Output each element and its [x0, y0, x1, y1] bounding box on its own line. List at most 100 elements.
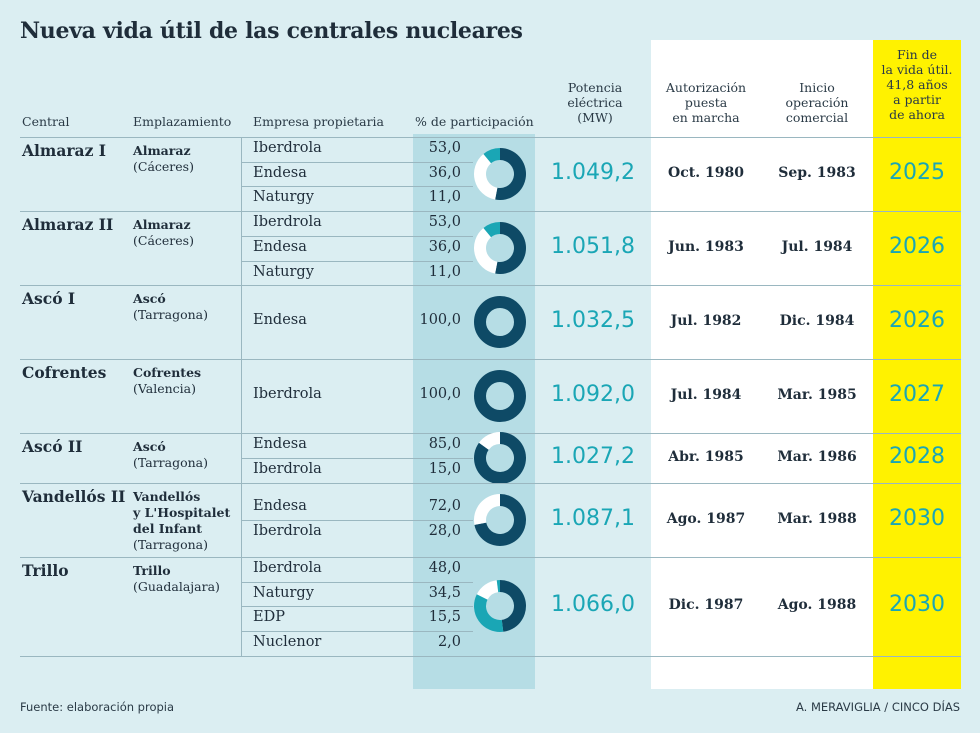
owner-percentage: 53,0	[428, 140, 461, 156]
header-inicio-line: operación	[785, 95, 849, 110]
electric-power: 1.087,1	[551, 505, 635, 531]
owner-percentage: 100,0	[419, 386, 461, 403]
header-autorizacion: Autorización puesta en marcha	[651, 80, 761, 125]
header-fin-line: la vida útil.	[881, 62, 953, 77]
donut-slice	[474, 432, 526, 485]
header-participacion: % de participación	[415, 114, 534, 129]
owner-percentage: 72,0	[428, 498, 461, 515]
header-autorizacion-line: Autorización	[665, 80, 747, 95]
location-name: del Infant	[133, 520, 203, 536]
owner-divider	[241, 519, 473, 521]
page-title: Nueva vida útil de las centrales nuclear…	[20, 18, 523, 44]
end-of-life-year: 2027	[889, 382, 945, 408]
central-name: Almaraz I	[22, 141, 107, 160]
end-of-life-year: 2030	[889, 505, 945, 531]
row-divider	[20, 137, 961, 138]
ownership-donut	[474, 222, 526, 275]
owner-percentage: 53,0	[428, 214, 461, 231]
authorization-date: Abr. 1985	[668, 449, 744, 466]
owner-divider	[241, 235, 473, 237]
header-central: Central	[22, 114, 70, 129]
location: Cofrentes (Valencia)	[133, 365, 201, 397]
location-name: Ascó	[133, 291, 166, 307]
location-name: y L'Hospitalet	[133, 504, 231, 520]
commercial-start-date: Mar. 1985	[777, 387, 857, 404]
column-divider	[241, 285, 242, 360]
commercial-start-date: Dic. 1984	[779, 313, 855, 330]
row-divider	[20, 285, 961, 287]
owner-name: Naturgy	[253, 263, 314, 280]
location-province: (Cáceres)	[133, 159, 194, 174]
commercial-start-date: Sep. 1983	[778, 165, 856, 182]
owner-percentage: 36,0	[428, 238, 461, 255]
owner-name: Iberdrola	[253, 559, 322, 576]
end-of-life-year: 2030	[889, 592, 945, 618]
header-autorizacion-line: puesta	[684, 95, 728, 110]
owner-name: Nuclenor	[253, 634, 322, 650]
location: Almaraz (Cáceres)	[133, 143, 194, 175]
donut-slice	[474, 370, 526, 423]
row-divider	[20, 211, 961, 213]
ownership-donut	[474, 432, 526, 485]
owner-name: Iberdrola	[253, 522, 322, 539]
ownership-donut	[474, 580, 527, 633]
header-fin: Fin de la vida útil. 41,8 años a partir …	[873, 47, 961, 122]
location: Almaraz (Cáceres)	[133, 217, 194, 249]
credit-note: A. MERAVIGLIA / CINCO DÍAS	[795, 700, 960, 714]
owner-name: Endesa	[253, 312, 307, 329]
authorization-date: Jul. 1982	[670, 313, 742, 330]
central-name: Ascó II	[22, 437, 83, 457]
dates-column-band	[651, 40, 873, 689]
header-potencia-line: (MW)	[577, 110, 613, 125]
owner-percentage: 34,5	[428, 584, 461, 601]
location-name: Cofrentes	[133, 365, 202, 381]
owner-divider	[241, 581, 473, 583]
donut-slice	[474, 228, 498, 274]
column-divider	[241, 556, 242, 656]
location-name: Almaraz	[133, 143, 191, 158]
owner-percentage: 2,0	[437, 634, 461, 650]
location-province: (Cáceres)	[133, 233, 194, 249]
owner-name: Iberdrola	[253, 386, 322, 403]
owner-name: Endesa	[253, 436, 307, 453]
owner-name: EDP	[253, 609, 285, 626]
authorization-date: Dic. 1987	[668, 597, 744, 614]
end-of-life-year: 2026	[889, 308, 945, 334]
owner-percentage: 48,0	[428, 559, 461, 576]
commercial-start-date: Ago. 1988	[777, 597, 857, 614]
donut-slice	[474, 493, 526, 546]
owner-percentage: 11,0	[428, 263, 461, 280]
row-divider	[20, 433, 961, 435]
header-potencia-line: Potencia	[567, 80, 623, 95]
column-divider	[241, 359, 242, 434]
owner-percentage: 85,0	[428, 436, 461, 453]
electric-power: 1.051,8	[551, 234, 635, 260]
owner-percentage: 11,0	[428, 189, 461, 206]
column-divider	[241, 433, 242, 483]
owner-name: Iberdrola	[253, 214, 322, 231]
location: Trillo (Guadalajara)	[133, 563, 220, 595]
donut-slice	[483, 148, 500, 164]
row-divider	[20, 655, 961, 657]
owner-divider	[241, 260, 473, 262]
header-potencia: Potencia eléctrica (MW)	[540, 80, 650, 125]
location-province: (Guadalajara)	[133, 578, 220, 594]
location-province: (Tarragona)	[133, 307, 209, 323]
owner-name: Naturgy	[253, 189, 314, 206]
owner-name: Endesa	[253, 238, 307, 255]
owner-percentage: 15,5	[428, 609, 461, 626]
owner-name: Endesa	[253, 498, 307, 515]
owner-name: Iberdrola	[253, 461, 322, 478]
owner-percentage: 28,0	[428, 522, 461, 539]
end-of-life-year: 2028	[889, 444, 945, 470]
donut-slice	[476, 580, 499, 600]
owner-divider	[241, 631, 473, 632]
owner-percentage: 15,0	[428, 461, 461, 478]
owner-name: Iberdrola	[253, 140, 322, 156]
header-inicio: Inicio operación comercial	[762, 80, 872, 125]
central-name: Almaraz II	[22, 215, 114, 235]
source-note: Fuente: elaboración propia	[20, 700, 175, 714]
end-of-life-year: 2025	[889, 160, 945, 186]
header-potencia-line: eléctrica	[567, 95, 623, 110]
column-divider	[241, 137, 242, 212]
